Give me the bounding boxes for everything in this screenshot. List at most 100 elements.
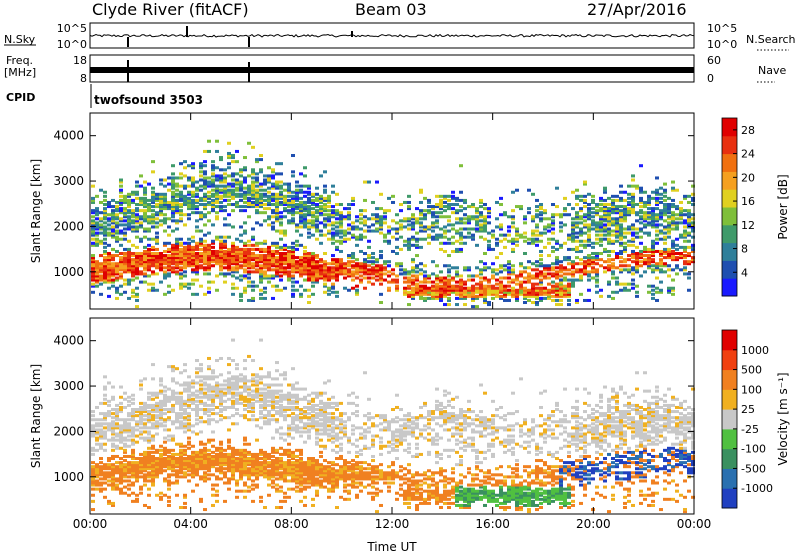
- heat-cell: [107, 252, 111, 256]
- heat-cell: [239, 454, 243, 458]
- heat-cell: [575, 196, 579, 200]
- heat-cell: [455, 221, 459, 225]
- heat-cell: [683, 194, 687, 198]
- heat-cell: [623, 198, 627, 202]
- heat-cell: [311, 233, 315, 237]
- heat-cell: [239, 186, 243, 190]
- heat-cell: [147, 450, 151, 454]
- heat-cell: [311, 264, 315, 268]
- heat-cell: [215, 499, 219, 503]
- heat-cell: [347, 256, 351, 260]
- heat-cell: [287, 203, 291, 207]
- heat-cell: [243, 249, 247, 253]
- heat-cell: [123, 227, 127, 231]
- heat-cell: [651, 268, 655, 272]
- heat-cell: [123, 422, 127, 426]
- heat-cell: [167, 397, 171, 401]
- heat-cell: [491, 229, 495, 233]
- heat-cell: [407, 217, 411, 221]
- heat-cell: [583, 223, 587, 227]
- heat-cell: [95, 268, 99, 272]
- heat-cell: [179, 211, 183, 215]
- heat-cell: [603, 198, 607, 202]
- heat-cell: [555, 262, 559, 266]
- heat-cell: [399, 235, 403, 239]
- heat-cell: [111, 198, 115, 202]
- heat-cell: [111, 284, 115, 288]
- heat-cell: [443, 303, 447, 307]
- heat-cell: [187, 245, 191, 249]
- heat-cell: [219, 440, 223, 444]
- heat-cell: [331, 284, 335, 288]
- heat-cell: [159, 422, 163, 426]
- heat-cell: [147, 405, 151, 409]
- heat-cell: [203, 233, 207, 237]
- heat-cell: [195, 395, 199, 399]
- heat-cell: [639, 221, 643, 225]
- heat-cell: [419, 188, 423, 192]
- heat-cell: [127, 465, 131, 469]
- heat-cell: [227, 405, 231, 409]
- heat-cell: [351, 227, 355, 231]
- heat-cell: [179, 262, 183, 266]
- heat-cell: [407, 286, 411, 290]
- heat-cell: [159, 424, 163, 428]
- heat-cell: [227, 258, 231, 262]
- heat-cell: [203, 508, 207, 512]
- heat-cell: [595, 272, 599, 276]
- heat-cell: [187, 461, 191, 465]
- heat-cell: [643, 254, 647, 258]
- heat-cell: [251, 176, 255, 180]
- heat-cell: [275, 252, 279, 256]
- heat-cell: [227, 377, 231, 381]
- heat-cell: [171, 389, 175, 393]
- heat-cell: [607, 268, 611, 272]
- heat-cell: [223, 192, 227, 196]
- heat-cell: [499, 203, 503, 207]
- heat-cell: [95, 428, 99, 432]
- heat-cell: [231, 270, 235, 274]
- heat-cell: [415, 264, 419, 268]
- heat-cell: [183, 463, 187, 467]
- heat-cell: [147, 252, 151, 256]
- heat-cell: [179, 454, 183, 458]
- heat-cell: [583, 298, 587, 302]
- heat-cell: [107, 217, 111, 221]
- heat-cell: [231, 338, 235, 342]
- heat-cell: [543, 225, 547, 229]
- heat-cell: [571, 225, 575, 229]
- heat-cell: [371, 256, 375, 260]
- heat-cell: [443, 215, 447, 219]
- heat-cell: [107, 403, 111, 407]
- heat-cell: [123, 252, 127, 256]
- heat-cell: [651, 264, 655, 268]
- heat-cell: [239, 258, 243, 262]
- heat-cell: [439, 233, 443, 237]
- heat-cell: [151, 286, 155, 290]
- heat-cell: [139, 471, 143, 475]
- heat-cell: [455, 239, 459, 243]
- heat-cell: [579, 243, 583, 247]
- heat-cell: [99, 424, 103, 428]
- heat-cell: [151, 418, 155, 422]
- heat-cell: [91, 487, 95, 491]
- heat-cell: [607, 229, 611, 233]
- heat-cell: [231, 154, 235, 158]
- heat-cell: [207, 286, 211, 290]
- heat-cell: [279, 162, 283, 166]
- heat-cell: [495, 292, 499, 296]
- heat-cell: [375, 270, 379, 274]
- heat-cell: [219, 168, 223, 172]
- heat-cell: [263, 182, 267, 186]
- heat-cell: [567, 290, 571, 294]
- heat-cell: [235, 188, 239, 192]
- heat-cell: [215, 483, 219, 487]
- heat-cell: [223, 463, 227, 467]
- heat-cell: [155, 461, 159, 465]
- heat-cell: [131, 471, 135, 475]
- heat-cell: [263, 188, 267, 192]
- heat-cell: [327, 288, 331, 292]
- heat-cell: [131, 219, 135, 223]
- heat-cell: [503, 276, 507, 280]
- heat-cell: [139, 432, 143, 436]
